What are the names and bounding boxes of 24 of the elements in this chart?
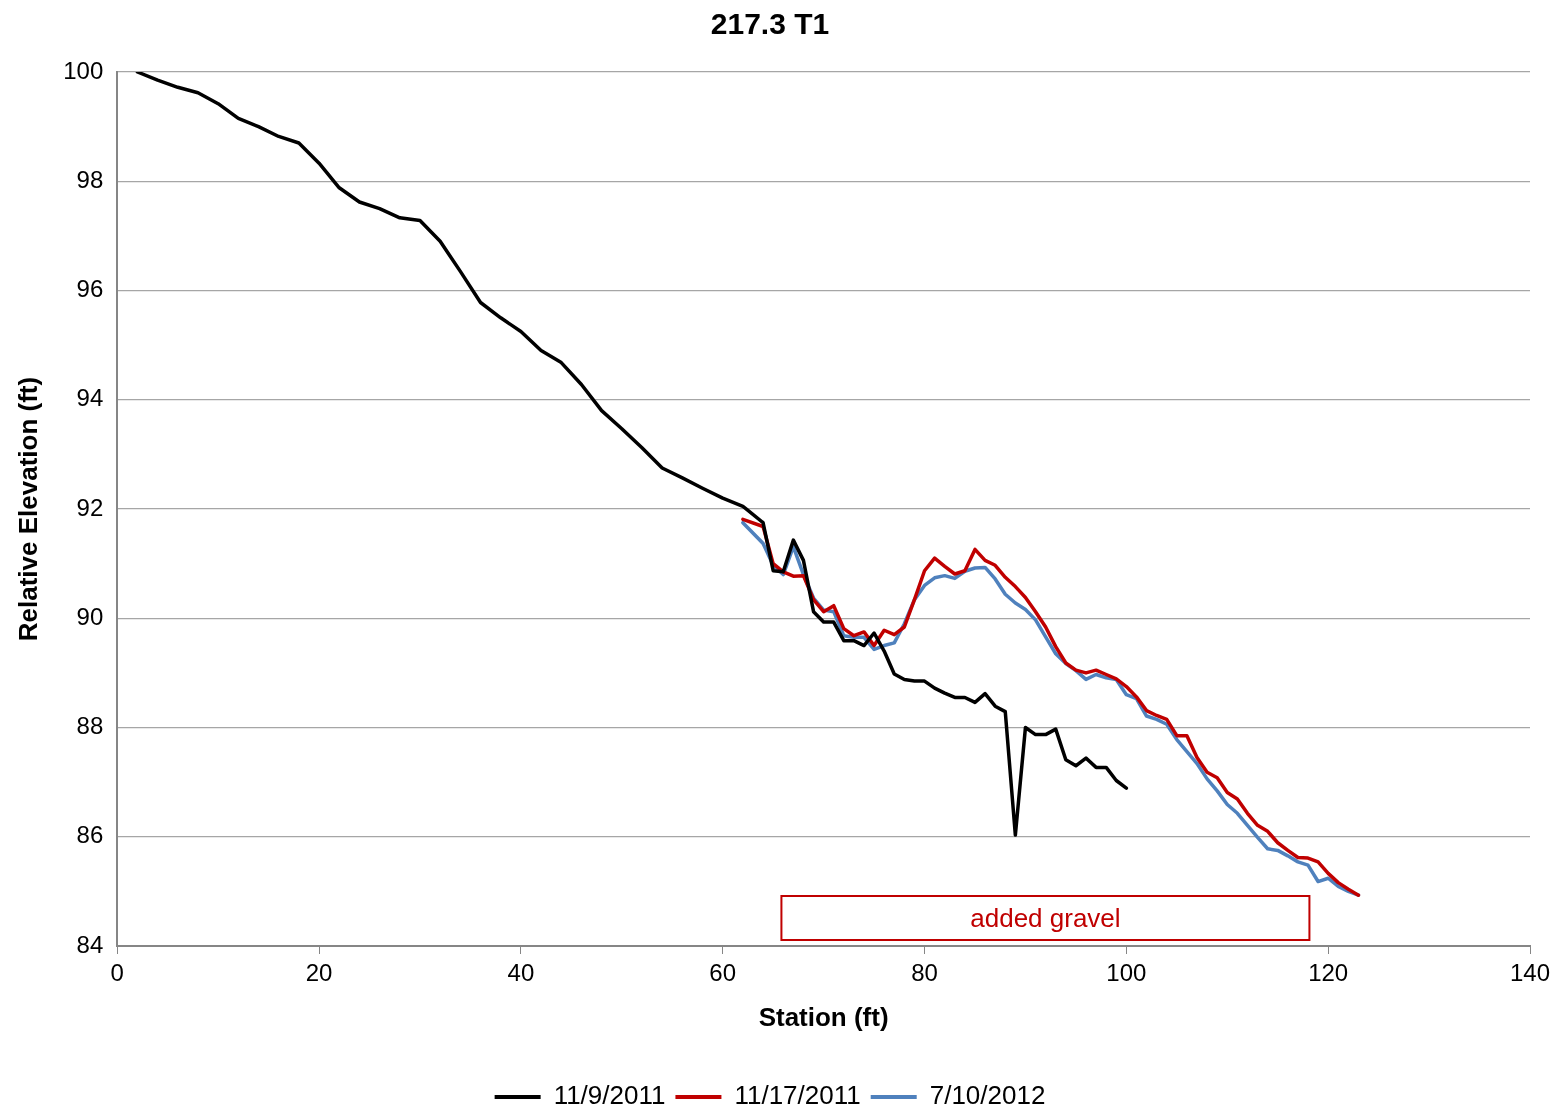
y-tick-label: 88 [76,712,104,740]
legend-label: 7/10/2012 [929,1080,1046,1111]
y-tick-label: 92 [76,493,104,521]
y-axis-title: Relative Elevation (ft) [12,376,43,642]
y-tick-label: 98 [76,165,104,193]
x-tick-label: 0 [110,959,124,987]
x-tick-label: 80 [911,959,938,987]
x-tick-label: 100 [1106,959,1147,987]
x-tick-label: 60 [709,959,737,987]
annotation: added gravel [970,903,1121,934]
x-tick-label: 140 [1509,959,1551,987]
y-tick-label: 90 [76,602,104,630]
x-tick-label: 120 [1308,959,1349,987]
y-tick-label: 94 [76,384,104,412]
y-tick-label: 96 [76,275,104,303]
x-tick-label: 40 [507,959,535,987]
legend-label: 11/9/2011 [553,1080,666,1111]
y-tick-label: 86 [76,821,104,849]
chart-title: 217.3 T1 [710,7,830,41]
y-tick-label: 84 [76,930,104,958]
x-tick-label: 20 [305,959,333,987]
legend-label: 11/17/2011 [734,1080,861,1111]
y-tick-label: 100 [63,56,104,84]
x-axis-title: Station (ft) [758,1001,889,1032]
